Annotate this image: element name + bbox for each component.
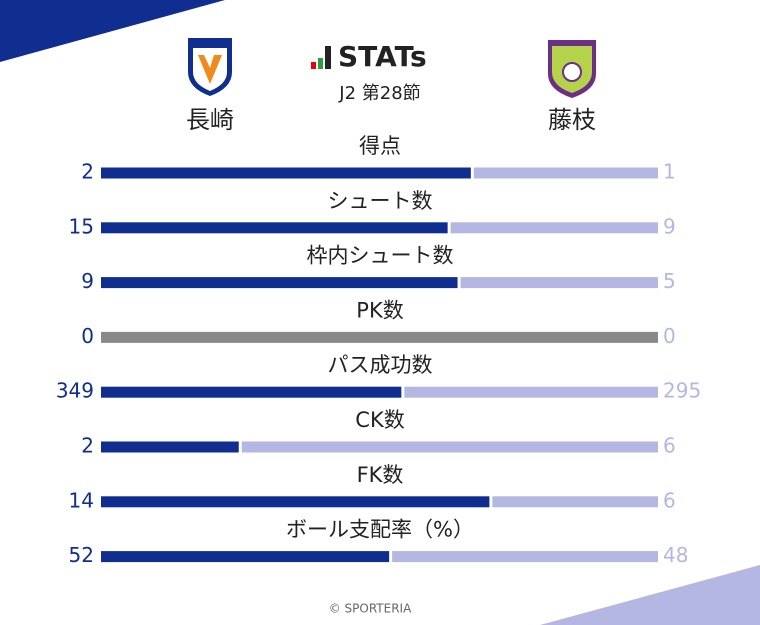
chart-subtitle: J2 第28節	[338, 83, 420, 104]
away-value: 295	[663, 379, 701, 403]
chart-title: STATs	[338, 40, 427, 73]
home-bar	[101, 167, 471, 179]
away-value: 1	[663, 160, 676, 184]
away-bar	[392, 551, 658, 563]
away-value: 5	[663, 269, 676, 293]
stat-label: FK数	[357, 463, 404, 487]
home-team-name: 長崎	[186, 106, 234, 134]
home-value: 0	[81, 324, 94, 348]
home-bar	[101, 441, 239, 453]
home-value: 2	[81, 160, 94, 184]
stat-label: 得点	[359, 134, 401, 158]
away-bar	[450, 222, 658, 234]
away-bar	[460, 277, 658, 289]
home-bar	[101, 551, 390, 563]
away-value: 48	[663, 543, 688, 567]
corner-decoration	[0, 0, 225, 62]
home-value: 52	[69, 543, 94, 567]
away-value: 6	[663, 434, 676, 458]
home-bar	[101, 277, 458, 289]
stat-label: CK数	[355, 408, 404, 432]
away-bar	[492, 496, 658, 508]
stat-label: パス成功数	[328, 353, 433, 377]
stat-label: シュート数	[328, 189, 433, 213]
away-logo	[548, 40, 596, 98]
footer: © SPORTERIA	[329, 602, 412, 616]
home-bar	[101, 386, 402, 398]
away-value: 6	[663, 488, 676, 512]
home-bar	[101, 222, 448, 234]
title-icon	[311, 46, 331, 69]
home-value: 9	[81, 269, 94, 293]
away-bar	[473, 167, 658, 179]
stat-label: 枠内シュート数	[307, 244, 454, 268]
stat-label: ボール支配率（%）	[286, 518, 474, 542]
home-bar	[101, 496, 490, 508]
corner-decoration	[540, 565, 760, 625]
stat-label: PK数	[356, 298, 403, 322]
home-value: 14	[69, 488, 94, 512]
away-bar	[241, 441, 658, 453]
empty-bar	[101, 331, 658, 343]
away-bar	[404, 386, 658, 398]
home-value: 2	[81, 434, 94, 458]
home-value: 15	[69, 214, 94, 238]
away-value: 9	[663, 214, 676, 238]
home-logo	[188, 38, 232, 96]
away-team-name: 藤枝	[548, 106, 596, 134]
home-value: 349	[56, 379, 94, 403]
away-value: 0	[663, 324, 676, 348]
